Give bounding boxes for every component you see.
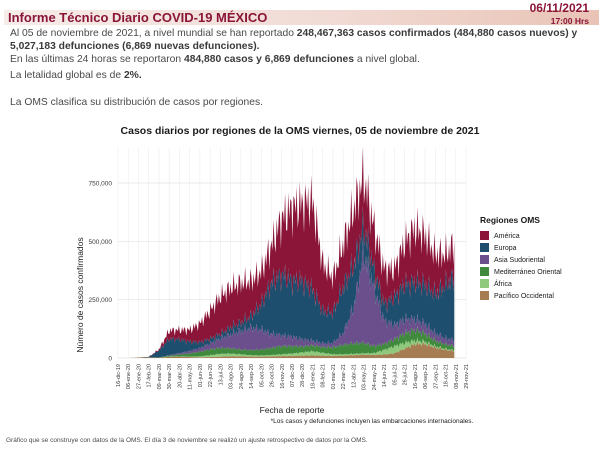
x-axis: 16-dic-19 06-ene-20 27-ene-20 17-feb-20 09-m… — [116, 364, 470, 390]
x-tick-label: 01-jun-20 — [198, 364, 204, 387]
legend-swatch-america — [480, 231, 489, 240]
x-tick-label: 22-mar-21 — [341, 364, 347, 389]
legend-swatch-pacifico-occidental — [480, 291, 489, 300]
x-tick-label: 12-abr-21 — [351, 364, 357, 388]
y-tick-label: 250,000 — [89, 297, 113, 304]
x-tick-label: 14-sep-20 — [249, 364, 255, 389]
report-header: Informe Técnico Diario COVID-19 MÉXICO 0… — [0, 0, 603, 27]
x-tick-label: 16-ago-21 — [413, 364, 419, 389]
y-tick-label: 0 — [108, 356, 112, 363]
x-tick-label: 27-ene-20 — [136, 364, 142, 389]
legend-label-asia-sudoriental: Asia Sudoriental — [494, 257, 545, 264]
summary-24h-text: En las últimas 24 horas se reportaron — [10, 54, 184, 65]
legend-label-africa: África — [494, 279, 512, 288]
x-tick-label: 22-jun-20 — [208, 364, 214, 387]
legend-label-mediterraneo-oriental: Mediterráneo Oriental — [494, 269, 562, 276]
x-axis-label: Fecha de reporte — [260, 405, 325, 415]
cases-chart-svg: Casos diarios por regiones de la OMS vie… — [75, 125, 562, 425]
area-europa — [118, 205, 455, 358]
x-tick-label: 24-may-21 — [372, 364, 378, 390]
x-tick-label: 07-dic-20 — [290, 364, 296, 387]
x-tick-label: 08-nov-21 — [454, 364, 460, 389]
chart-title: Casos diarios por regiones de la OMS vie… — [121, 125, 480, 137]
x-tick-label: 01-mar-21 — [331, 364, 337, 389]
x-tick-label: 26-oct-20 — [270, 364, 276, 387]
x-tick-label: 03-ago-20 — [229, 364, 235, 389]
summary-24h-post: a nivel global. — [354, 54, 420, 65]
x-tick-label: 06-ene-20 — [126, 364, 132, 389]
legend-title: Regiones OMS — [480, 215, 540, 225]
summary-text: Al 05 de noviembre de 2021, a nivel mund… — [10, 27, 595, 109]
summary-paragraph-24h: En las últimas 24 horas se reportaron 48… — [10, 53, 595, 66]
summary-totals-bold: 248,467,363 casos confirmados (484,880 c… — [10, 28, 578, 52]
chart-legend: Regiones OMS América Europa Asia Sudorient… — [480, 215, 562, 300]
legend-label-america: América — [494, 233, 520, 240]
area-pacifico-occidental — [118, 341, 455, 358]
x-tick-label: 24-ago-20 — [239, 364, 245, 389]
x-tick-label: 05-oct-20 — [259, 364, 265, 387]
x-tick-label: 17-feb-20 — [147, 364, 153, 388]
summary-paragraph-totals: Al 05 de noviembre de 2021, a nivel mund… — [10, 27, 595, 53]
chart-annotation: *Los casos y defunciones incluyen las em… — [271, 418, 474, 425]
x-tick-label: 18-oct-21 — [444, 364, 450, 387]
legend-label-europa: Europa — [494, 245, 517, 252]
lethality-text: La letalidad global es de — [10, 70, 124, 81]
x-tick-label: 18-ene-21 — [310, 364, 316, 389]
legend-swatch-europa — [480, 243, 489, 252]
chart-areas — [118, 146, 455, 358]
y-axis: 0 250,000 500,000 750,000 — [89, 181, 113, 363]
x-tick-label: 08-feb-21 — [321, 364, 327, 388]
x-tick-label: 26-jul-21 — [403, 364, 409, 385]
x-tick-label: 05-jul-21 — [392, 364, 398, 385]
summary-24h-bold: 484,880 casos y 6,869 defunciones — [184, 54, 354, 65]
x-tick-label: 06-sep-21 — [423, 364, 429, 389]
y-tick-label: 500,000 — [89, 239, 113, 246]
x-tick-label: 11-may-20 — [188, 364, 194, 390]
report-time: 17:00 Hrs — [550, 16, 589, 26]
x-tick-label: 30-mar-20 — [167, 364, 173, 389]
y-axis-label: Número de casos confirmados — [75, 237, 85, 352]
header-bar — [4, 10, 599, 25]
x-tick-label: 20-abr-20 — [177, 364, 183, 388]
summary-paragraph-lethality: La letalidad global es de 2%. — [10, 69, 595, 82]
legend-label-pacifico-occidental: Pacífico Occidental — [494, 293, 554, 300]
summary-paragraph-regions: La OMS clasifica su distribución de caso… — [10, 97, 263, 108]
x-tick-label: 29-nov-21 — [464, 364, 470, 389]
area-asia-sudoriental — [118, 239, 455, 358]
x-tick-label: 16-dic-19 — [116, 364, 122, 387]
y-tick-label: 750,000 — [89, 181, 113, 188]
x-tick-label: 09-mar-20 — [157, 364, 163, 389]
x-tick-label: 16-nov-20 — [280, 364, 286, 389]
x-tick-label: 03-may-21 — [362, 364, 368, 390]
legend-swatch-asia-sudoriental — [480, 255, 489, 264]
summary-totals-text: Al 05 de noviembre de 2021, a nivel mund… — [10, 28, 297, 39]
lethality-value: 2%. — [123, 70, 142, 81]
footnote: Gráfico que se construye con datos de la… — [6, 437, 368, 444]
report-title: Informe Técnico Diario COVID-19 MÉXICO — [8, 10, 268, 25]
x-tick-label: 28-dic-20 — [300, 364, 306, 387]
area-america — [118, 146, 455, 358]
report-date: 06/11/2021 — [529, 1, 589, 15]
legend-swatch-mediterraneo-oriental — [480, 267, 489, 276]
x-tick-label: 27-sep-21 — [433, 364, 439, 389]
legend-swatch-africa — [480, 279, 489, 288]
cases-chart: Casos diarios por regiones de la OMS vie… — [0, 120, 603, 430]
x-tick-label: 13-jul-20 — [218, 364, 224, 385]
x-tick-label: 14-jun-21 — [382, 364, 388, 387]
area-mediterraneo-oriental — [118, 325, 455, 358]
